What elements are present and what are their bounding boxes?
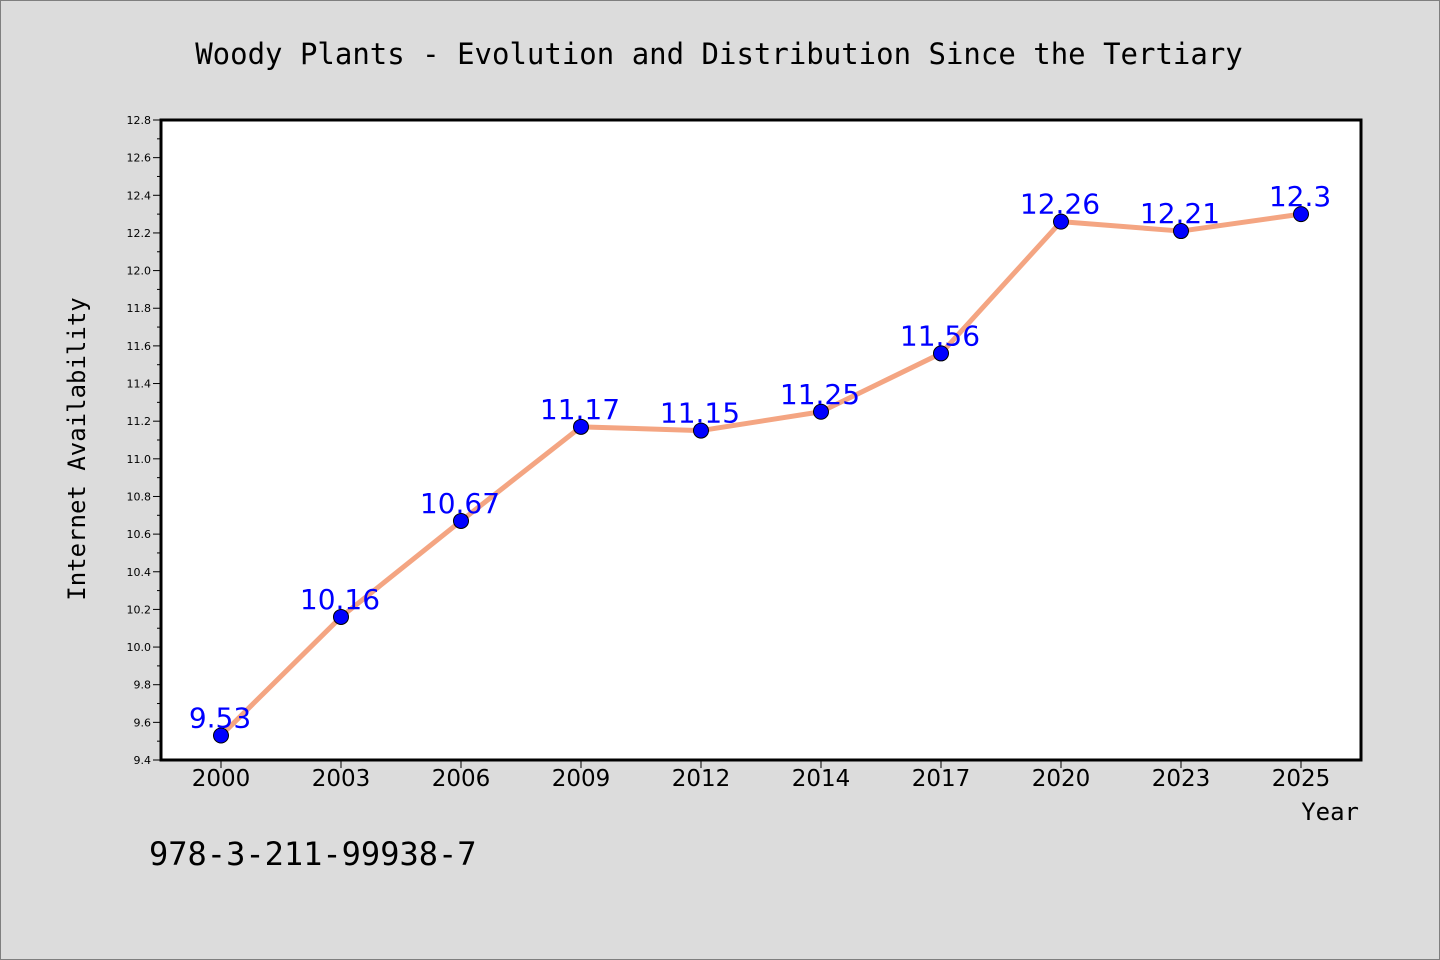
data-label: 11.17 [540,393,620,426]
chart-title: Woody Plants - Evolution and Distributio… [195,37,1243,71]
y-axis-ticks: 9.4 9.6 9.8 10.0 10.2 10.4 10.6 10.8 11.0 11.2 11.… [127,114,161,767]
data-label: 11.56 [900,319,980,352]
series-layer: 9.53 10.16 10.67 11.17 11.15 11.25 11.56 12.26 1… [189,180,1331,744]
plot-area [161,120,1361,760]
x-tick-label: 2017 [912,766,971,792]
data-point [1053,213,1069,230]
y-tick-label: 9.6 [134,716,152,729]
data-point [333,608,349,625]
data-point [933,345,949,362]
x-tick-label: 2014 [792,766,851,792]
data-point [453,512,469,529]
x-tick-label: 2000 [192,766,251,792]
x-tick-label: 2012 [672,766,731,792]
y-tick-label: 12.2 [127,227,152,240]
data-label: 10.67 [420,487,500,520]
y-tick-label: 10.0 [127,641,152,654]
data-point [213,727,229,744]
y-tick-label: 12.0 [127,265,152,278]
data-point [573,418,589,435]
y-tick-label: 9.8 [134,679,152,692]
x-tick-label: 2003 [312,766,371,792]
plot-border [159,118,1363,762]
y-tick-label: 11.6 [127,340,152,353]
data-label: 12.21 [1140,197,1220,230]
y-tick-label: 11.4 [127,378,152,391]
y-tick-label: 10.8 [127,490,152,503]
y-tick-label: 10.6 [127,528,152,541]
x-tick-label: 2025 [1272,766,1331,792]
data-label: 12.26 [1020,188,1100,221]
y-tick-label: 11.2 [127,415,152,428]
data-label: 9.53 [189,702,251,735]
x-tick-label: 2023 [1152,766,1211,792]
y-tick-label: 12.6 [127,152,152,165]
data-point [1293,206,1309,223]
y-tick-label: 12.8 [127,114,152,127]
data-point [813,403,829,420]
series-line [218,211,1304,739]
x-tick-label: 2006 [432,766,491,792]
data-point [1173,223,1189,240]
y-tick-label: 10.4 [127,566,152,579]
data-label: 11.15 [660,397,740,430]
x-tick-label: 2009 [552,766,611,792]
footer-code: 978-3-211-99938-7 [149,835,477,873]
y-tick-label: 9.4 [134,754,152,767]
data-label: 10.16 [300,583,380,616]
x-axis-label: Year [1301,798,1359,826]
y-tick-label: 11.0 [127,453,152,466]
data-label: 11.25 [780,378,860,411]
y-tick-label: 12.4 [127,189,152,202]
y-tick-label: 10.2 [127,603,152,616]
y-tick-label: 11.8 [127,302,152,315]
data-label: 12.3 [1269,180,1331,213]
x-tick-label: 2020 [1032,766,1091,792]
y-axis-label: Internet Availability [63,297,91,600]
data-point [693,422,709,439]
x-axis-ticks: 2000 2003 2006 2009 2012 2014 2017 2020 2023 2025 [192,760,1331,792]
